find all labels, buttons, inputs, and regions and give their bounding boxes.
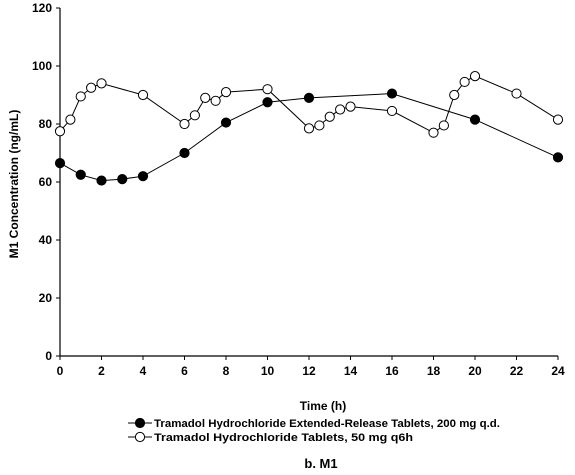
- y-axis-title: M1 Concentration (ng/mL): [7, 110, 21, 259]
- x-tick-label: 22: [510, 364, 524, 378]
- data-point-extended-release: [552, 152, 564, 163]
- plot-area: [54, 71, 564, 186]
- x-axis-ticks: 0 2 4 6 8 10 12 14 16 18 20 22 24: [57, 356, 565, 378]
- data-point-extended-release: [220, 117, 232, 128]
- y-tick-label: 20: [39, 291, 53, 305]
- x-tick-label: 18: [427, 364, 441, 378]
- legend-marker-immediate-release: [134, 431, 146, 443]
- data-point-immediate-release: [86, 82, 97, 93]
- data-point-extended-release: [137, 171, 149, 182]
- series-extended-release: [54, 88, 564, 186]
- x-tick-label: 16: [385, 364, 399, 378]
- data-point-extended-release: [303, 92, 315, 104]
- data-point-immediate-release: [438, 120, 449, 131]
- data-point-immediate-release: [54, 126, 66, 137]
- data-point-immediate-release: [324, 111, 335, 122]
- data-point-immediate-release: [65, 114, 76, 125]
- data-point-immediate-release: [314, 120, 325, 131]
- data-point-immediate-release: [96, 78, 107, 89]
- series-line: [59, 93, 559, 182]
- x-tick-label: 14: [344, 364, 358, 378]
- data-point-extended-release: [54, 158, 66, 169]
- data-point-immediate-release: [335, 104, 346, 115]
- data-point-immediate-release: [449, 89, 460, 101]
- legend-label-immediate-release: Tramadol Hydrochloride Tablets, 50 mg q6…: [154, 432, 413, 444]
- y-tick-label: 0: [45, 349, 52, 363]
- y-tick-label: 60: [39, 175, 53, 189]
- data-point-immediate-release: [200, 92, 211, 104]
- axes: [59, 8, 558, 357]
- legend: Tramadol Hydrochloride Extended-Release …: [128, 417, 500, 444]
- y-tick-label: 100: [32, 59, 52, 73]
- data-point-immediate-release: [469, 71, 481, 82]
- data-point-immediate-release: [552, 114, 564, 125]
- x-tick-label: 2: [98, 364, 105, 378]
- legend-label-extended-release: Tramadol Hydrochloride Extended-Release …: [154, 418, 500, 430]
- data-point-immediate-release: [386, 105, 398, 117]
- figure-caption: b. M1: [304, 456, 337, 471]
- data-point-immediate-release: [210, 95, 221, 106]
- data-point-extended-release: [117, 174, 128, 185]
- x-tick-label: 12: [302, 364, 316, 378]
- y-axis-ticks: 0 20 40 60 80 100 120: [32, 1, 60, 363]
- x-tick-label: 4: [140, 364, 147, 378]
- data-point-extended-release: [386, 88, 398, 99]
- x-tick-label: 8: [223, 364, 230, 378]
- x-tick-label: 24: [551, 364, 565, 378]
- data-point-extended-release: [262, 97, 273, 108]
- y-tick-label: 80: [39, 117, 53, 131]
- y-tick-label: 120: [32, 1, 52, 15]
- data-point-immediate-release: [179, 118, 190, 130]
- data-point-immediate-release: [220, 87, 232, 98]
- x-tick-label: 20: [468, 364, 482, 378]
- data-point-immediate-release: [459, 76, 470, 88]
- legend-item-immediate-release: Tramadol Hydrochloride Tablets, 50 mg q6…: [128, 431, 413, 444]
- data-point-immediate-release: [428, 127, 439, 138]
- data-point-extended-release: [179, 147, 190, 159]
- series-immediate-release: [54, 71, 564, 138]
- legend-marker-extended-release: [134, 417, 146, 429]
- data-point-immediate-release: [262, 84, 273, 95]
- data-point-immediate-release: [511, 88, 522, 99]
- data-point-immediate-release: [345, 101, 356, 112]
- legend-item-extended-release: Tramadol Hydrochloride Extended-Release …: [128, 417, 500, 430]
- x-tick-label: 10: [261, 364, 275, 378]
- data-point-extended-release: [469, 114, 481, 125]
- x-tick-label: 6: [181, 364, 188, 378]
- y-tick-label: 40: [39, 233, 53, 247]
- x-tick-label: 0: [57, 364, 64, 378]
- x-axis-title: Time (h): [300, 399, 346, 413]
- data-point-immediate-release: [75, 91, 86, 102]
- data-point-extended-release: [75, 169, 86, 180]
- data-point-immediate-release: [303, 123, 315, 134]
- data-point-immediate-release: [137, 89, 149, 101]
- data-point-immediate-release: [189, 110, 200, 121]
- data-point-extended-release: [96, 175, 107, 186]
